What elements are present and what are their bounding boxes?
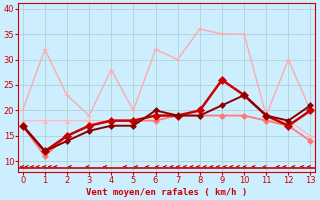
X-axis label: Vent moyen/en rafales ( km/h ): Vent moyen/en rafales ( km/h ): [86, 188, 247, 197]
